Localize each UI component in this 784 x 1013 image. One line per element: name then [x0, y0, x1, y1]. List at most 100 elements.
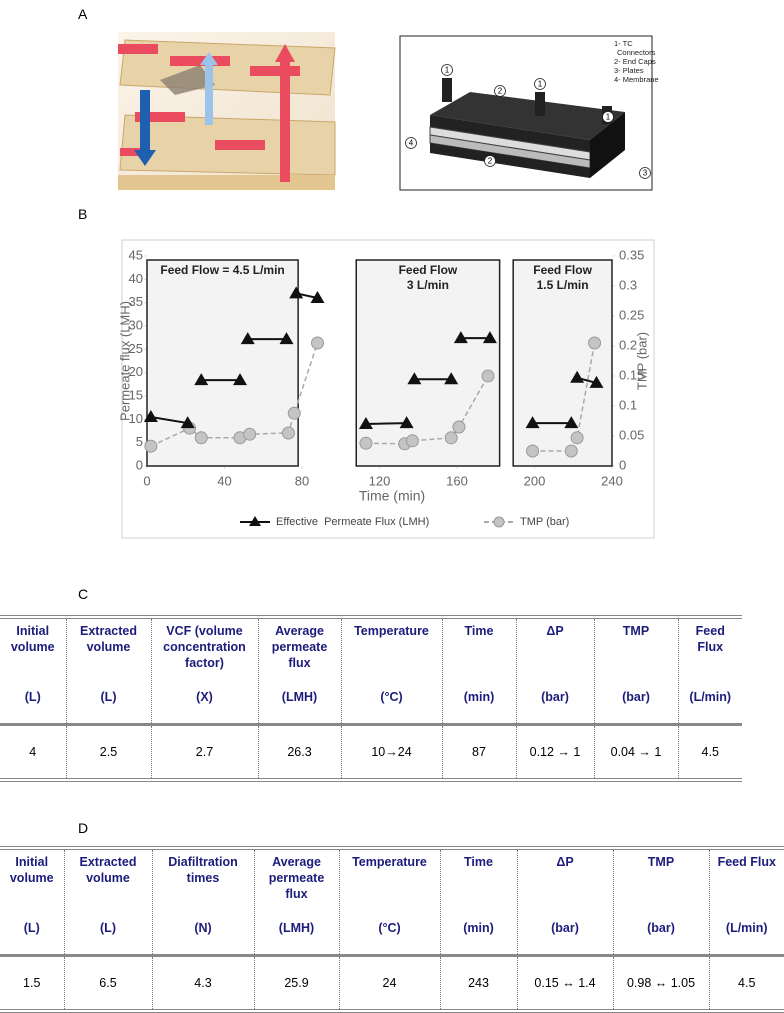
marker	[145, 440, 157, 452]
header-name: TMP	[598, 623, 675, 639]
marker	[482, 370, 494, 382]
y-tick-label: 30	[129, 317, 143, 332]
header-name: VCF (volume concentration factor)	[155, 623, 255, 671]
header-name: Time	[444, 854, 514, 870]
data-cell: 4	[0, 725, 66, 781]
marker	[445, 432, 457, 444]
y-tick-label: 40	[129, 271, 143, 286]
data-cell: 4.3	[152, 956, 254, 1012]
data-cell: 0.98 ↔ 1.05	[613, 956, 709, 1012]
marker	[527, 445, 539, 457]
header-name: ΔP	[521, 854, 610, 870]
header-cell: ΔP (bar)	[516, 617, 594, 725]
header-cell: Initial volume (L)	[0, 617, 66, 725]
header-unit: (L/min)	[710, 920, 784, 936]
header-row: Initial volume (L)Extracted volume(L)Diaf…	[0, 848, 784, 956]
header-cell: Time (min)	[442, 617, 516, 725]
marker	[288, 407, 300, 419]
y2-tick-label: 0.25	[619, 307, 644, 322]
region-label: Feed Flow	[533, 263, 592, 277]
header-cell: TMP (bar)	[594, 617, 678, 725]
data-cell: 4.5	[709, 956, 784, 1012]
x-tick-label: 240	[601, 473, 623, 488]
data-cell: 0.12 → 1	[516, 725, 594, 781]
header-unit: (min)	[441, 920, 517, 936]
header-cell: Time (min)	[440, 848, 517, 956]
y-tick-label: 35	[129, 294, 143, 309]
header-name: Diafiltration times	[156, 854, 251, 886]
header-name: Average permeate flux	[258, 854, 336, 902]
header-unit: (L)	[0, 689, 66, 705]
marker	[195, 432, 207, 444]
region	[147, 260, 298, 466]
data-cell: 25.9	[254, 956, 339, 1012]
data-cell: 0.15 ↔ 1.4	[517, 956, 613, 1012]
y2-tick-label: 0.15	[619, 367, 644, 382]
header-cell: Feed Flux(L/min)	[709, 848, 784, 956]
y2-tick-label: 0.3	[619, 277, 637, 292]
table-d: Initial volume (L)Extracted volume(L)Diaf…	[0, 846, 784, 1013]
x-tick-label: 120	[369, 473, 391, 488]
region-label: 3 L/min	[407, 278, 449, 292]
panel-label: C	[78, 586, 88, 602]
marker	[571, 432, 583, 444]
header-cell: Feed Flux (L/min)	[678, 617, 742, 725]
x-tick-label: 160	[446, 473, 468, 488]
header-name: Feed Flux	[682, 623, 740, 655]
header-unit: (LMH)	[255, 920, 339, 936]
y-tick-label: 25	[129, 341, 143, 356]
header-unit: (N)	[153, 920, 254, 936]
header-name: ΔP	[520, 623, 591, 639]
header-name: Initial volume	[3, 854, 61, 886]
header-unit: (bar)	[595, 689, 678, 705]
data-cell: 10→24	[341, 725, 442, 781]
y2-tick-label: 0	[619, 457, 626, 472]
header-unit: (min)	[443, 689, 516, 705]
data-cell: 24	[339, 956, 440, 1012]
header-unit: (bar)	[518, 920, 613, 936]
header-cell: ΔP (bar)	[517, 848, 613, 956]
data-cell: 1.5	[0, 956, 64, 1012]
header-name: TMP	[617, 854, 706, 870]
data-cell: 87	[442, 725, 516, 781]
header-cell: VCF (volume concentration factor) (X)	[151, 617, 258, 725]
y2-tick-label: 0.05	[619, 427, 644, 442]
header-name: Time	[446, 623, 513, 639]
data-cell: 243	[440, 956, 517, 1012]
marker	[589, 337, 601, 349]
header-unit: (L)	[0, 920, 64, 936]
legend-marker	[494, 517, 504, 527]
marker	[360, 437, 372, 449]
legend-text: TMP (bar)	[520, 516, 569, 528]
x-tick-label: 200	[524, 473, 546, 488]
header-cell: Temperature(°C)	[341, 617, 442, 725]
y2-tick-label: 0.35	[619, 247, 644, 262]
data-cell: 2.7	[151, 725, 258, 781]
header-name: Extracted volume	[68, 854, 149, 886]
data-cell: 6.5	[64, 956, 152, 1012]
table-head: Initial volume (L)Extracted volume (L) VCF …	[0, 617, 742, 725]
y-tick-label: 10	[129, 411, 143, 426]
marker	[282, 427, 294, 439]
y-tick-label: 20	[129, 364, 143, 379]
marker	[565, 445, 577, 457]
header-name: Extracted volume	[70, 623, 148, 655]
header-unit: (L/min)	[679, 689, 743, 705]
header-unit: (X)	[152, 689, 258, 705]
header-unit: (bar)	[614, 920, 709, 936]
header-unit: (bar)	[517, 689, 594, 705]
data-cell: 26.3	[258, 725, 341, 781]
data-cell: 0.04 → 1	[594, 725, 678, 781]
x-tick-label: 80	[295, 473, 309, 488]
header-cell: Initial volume (L)	[0, 848, 64, 956]
header-cell: Extracted volume(L)	[64, 848, 152, 956]
marker	[406, 435, 418, 447]
y-tick-label: 0	[136, 457, 143, 472]
y2-tick-label: 0.1	[619, 397, 637, 412]
panel-label: D	[78, 820, 88, 836]
x-axis-title: Time (min)	[359, 488, 425, 504]
header-name: Initial volume	[3, 623, 63, 655]
